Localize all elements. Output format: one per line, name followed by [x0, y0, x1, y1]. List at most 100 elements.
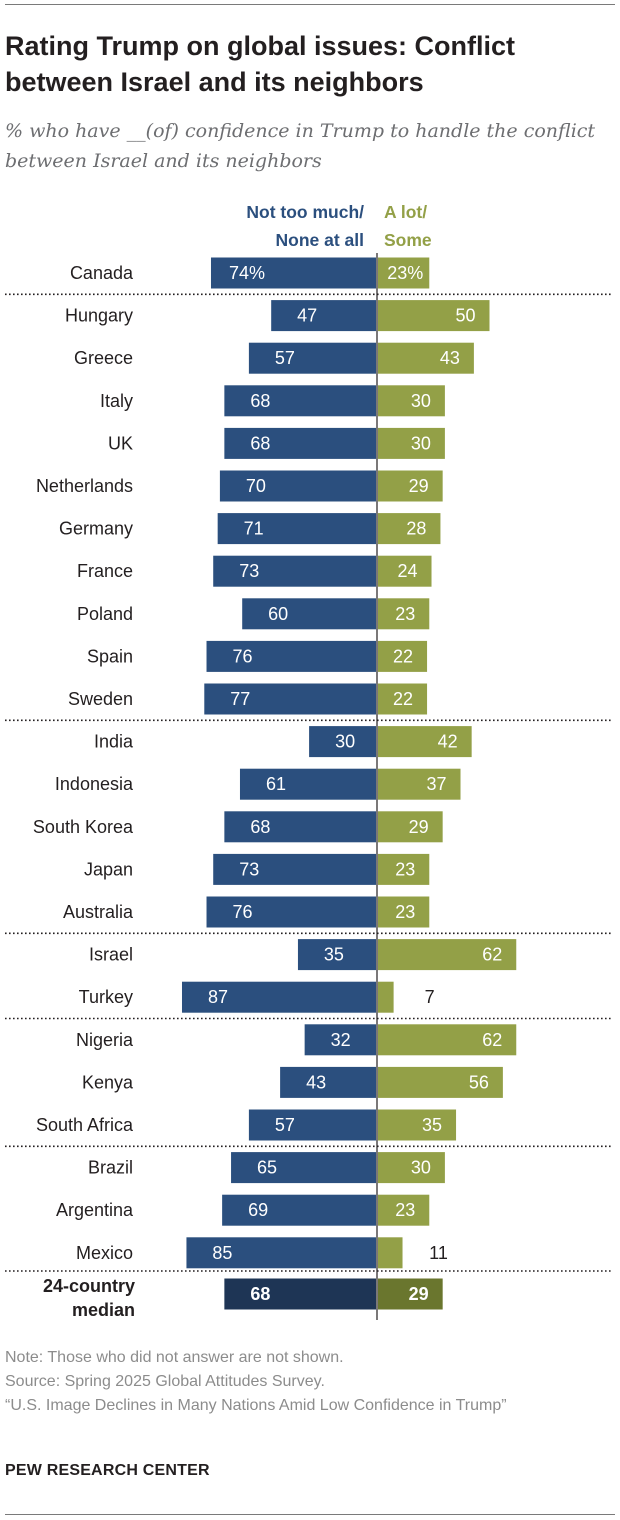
bar-negative	[297, 939, 376, 971]
data-label-negative: 77	[230, 689, 250, 709]
bar-negative	[239, 768, 376, 800]
chart-title: Rating Trump on global issues: Conflict …	[5, 31, 516, 97]
data-label-positive: 23	[395, 604, 415, 624]
data-label-negative: 76	[233, 646, 253, 666]
bar-positive	[378, 896, 430, 928]
category-label: Hungary	[65, 306, 133, 326]
bar-negative	[186, 1237, 376, 1269]
bar-negative	[248, 1109, 376, 1141]
category-label: Canada	[70, 263, 134, 283]
bar-positive	[378, 640, 428, 672]
bar-negative	[217, 513, 376, 545]
category-label: UK	[108, 433, 133, 453]
median-bar-positive	[378, 1278, 443, 1310]
data-label-negative: 73	[239, 561, 259, 581]
data-label-negative: 32	[331, 1030, 351, 1050]
data-label-negative: 87	[208, 987, 228, 1007]
median-bar-negative	[224, 1278, 376, 1310]
bar-negative	[304, 1024, 376, 1056]
bar-negative	[204, 683, 376, 715]
data-label-negative: 47	[297, 306, 317, 326]
data-label-positive: 35	[422, 1115, 442, 1135]
bar-positive	[378, 598, 430, 630]
bar-negative	[206, 640, 376, 672]
source-text: Source: Spring 2025 Global Attitudes Sur…	[5, 1373, 325, 1390]
bar-positive	[378, 853, 430, 885]
bar-negative	[213, 555, 376, 587]
data-label-positive: 23	[395, 902, 415, 922]
category-label: South Korea	[33, 817, 134, 837]
note-text: Note: Those who did not answer are not s…	[5, 1349, 344, 1366]
data-label-positive: 28	[406, 519, 426, 539]
bar-positive	[378, 1066, 503, 1098]
bar-positive	[378, 683, 428, 715]
diverging-bar-chart: 74% 23% Canada 47 50 Hungary 57 43 Greece 68 30 Ita…	[5, 253, 612, 1320]
legend-negative-line2: None at all	[275, 230, 365, 250]
bar-positive	[378, 257, 430, 289]
data-label-positive: 42	[438, 732, 458, 752]
category-label: Germany	[59, 519, 133, 539]
bar-negative	[248, 342, 376, 374]
category-label: Mexico	[76, 1243, 133, 1263]
data-label-positive: 37	[426, 774, 446, 794]
legend-positive-line2: Some	[384, 230, 432, 250]
category-label: Spain	[87, 646, 133, 666]
bar-positive	[378, 300, 490, 332]
bar-negative	[242, 598, 376, 630]
bar-positive	[378, 981, 394, 1013]
data-label-negative: 74%	[229, 263, 265, 283]
notes: Note: Those who did not answer are not s…	[5, 1346, 605, 1418]
category-label: Kenya	[82, 1072, 134, 1092]
data-label-negative: 68	[250, 391, 270, 411]
data-label-negative: 73	[239, 859, 259, 879]
data-label-negative: 30	[335, 732, 355, 752]
data-label-positive: 62	[482, 1030, 502, 1050]
data-label-positive: 11	[429, 1243, 448, 1263]
data-label-negative: 68	[250, 817, 270, 837]
bar-negative	[280, 1066, 376, 1098]
legend-positive-line1: A lot/	[384, 202, 428, 222]
category-label: Greece	[74, 348, 133, 368]
bottom-rule	[5, 1514, 615, 1515]
bar-negative	[206, 896, 376, 928]
data-label-negative: 68	[250, 433, 270, 453]
data-label-negative: 60	[268, 604, 288, 624]
category-label: South Africa	[36, 1115, 134, 1135]
bar-negative	[219, 470, 376, 502]
legend-positive: A lot/ Some	[384, 198, 432, 254]
median-label-negative: 68	[250, 1284, 270, 1304]
data-label-negative: 43	[306, 1072, 326, 1092]
bar-negative	[271, 300, 376, 332]
bar-positive	[378, 939, 517, 971]
data-label-negative: 35	[324, 945, 344, 965]
bar-positive	[378, 1194, 430, 1226]
data-label-negative: 57	[275, 1115, 295, 1135]
data-label-positive: 23%	[387, 263, 423, 283]
bar-positive	[378, 427, 445, 459]
category-label: Israel	[89, 945, 133, 965]
data-label-positive: 50	[455, 306, 475, 326]
data-label-positive: 30	[411, 391, 431, 411]
legend-negative-line1: Not too much/	[246, 202, 364, 222]
data-label-negative: 71	[244, 519, 264, 539]
bar-negative	[222, 1194, 376, 1226]
bar-positive	[378, 1109, 457, 1141]
data-label-positive: 24	[398, 561, 418, 581]
bar-negative	[224, 811, 376, 843]
category-label: Italy	[100, 391, 133, 411]
category-label: Argentina	[56, 1200, 134, 1220]
bar-positive	[378, 555, 432, 587]
bar-negative	[224, 385, 376, 417]
data-label-positive: 22	[393, 646, 413, 666]
chart-subtitle: % who have __(of) confidence in Trump to…	[5, 120, 596, 172]
bar-negative	[181, 981, 376, 1013]
median-label-positive: 29	[409, 1284, 429, 1304]
data-label-positive: 29	[409, 476, 429, 496]
data-label-negative: 65	[257, 1158, 277, 1178]
category-label: Australia	[63, 902, 134, 922]
brand-logo-text: PEW RESEARCH CENTER	[5, 1462, 210, 1479]
legend-negative: Not too much/ None at all	[246, 198, 364, 254]
bar-positive	[378, 1237, 403, 1269]
data-label-positive: 30	[411, 1158, 431, 1178]
bar-positive	[378, 726, 472, 758]
